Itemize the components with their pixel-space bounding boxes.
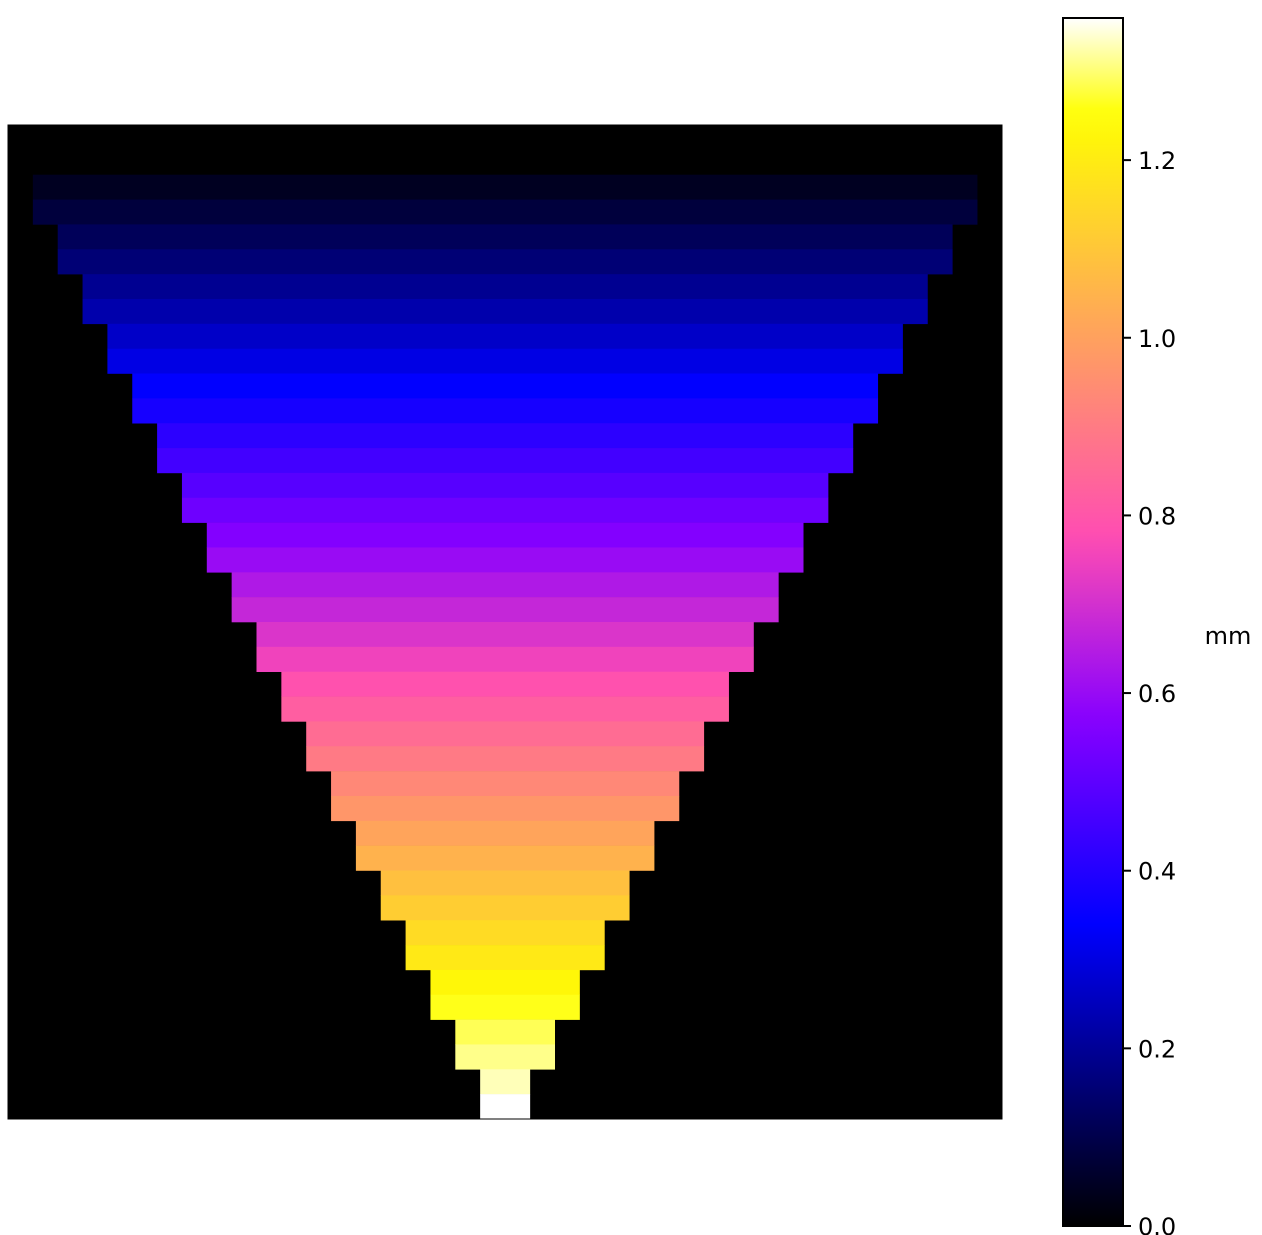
colorbar-tick-label: 0.0 (1138, 1213, 1176, 1235)
heatmap-row-18 (231, 572, 779, 598)
heatmap-row-23 (281, 696, 729, 722)
colorbar-tick-label: 0.4 (1138, 858, 1176, 886)
heatmap-row-8 (107, 323, 903, 349)
heatmap-row-19 (231, 597, 779, 623)
heatmap-row-3 (32, 199, 978, 225)
heatmap-row-16 (206, 522, 804, 548)
colorbar-ticks: 0.0 0.2 0.4 0.6 0.8 1.0 1.2 (1123, 147, 1176, 1235)
heatmap-row-21 (256, 646, 754, 672)
heatmap-row-11 (132, 398, 879, 424)
heatmap-row-12 (157, 423, 854, 449)
heatmap-row-6 (82, 274, 928, 300)
colorbar (1062, 17, 1124, 1227)
heatmap-row-32 (405, 920, 605, 946)
heatmap-row-35 (430, 994, 580, 1020)
heatmap-row-22 (281, 671, 729, 697)
heatmap-row-37 (455, 1044, 555, 1070)
heatmap-row-26 (331, 771, 680, 797)
heatmap-row-7 (82, 298, 928, 325)
colorbar-tick-label: 0.6 (1138, 680, 1176, 708)
heatmap-row-10 (132, 373, 879, 399)
heatmap-row-28 (355, 820, 655, 846)
colorbar-label: mm (1205, 622, 1252, 650)
heatmap-row-27 (331, 795, 680, 822)
heatmap-row-17 (206, 547, 804, 573)
colorbar-tick-label: 1.0 (1138, 325, 1176, 353)
heatmap-row-15 (181, 497, 829, 523)
colorbar-tick-label: 1.2 (1138, 147, 1176, 175)
heatmap-row-30 (380, 870, 630, 896)
heatmap-row-20 (256, 622, 754, 648)
heatmap-row-39 (480, 1094, 531, 1120)
heatmap-cells (8, 149, 1003, 1120)
heatmap-row-2 (32, 174, 978, 200)
heatmap-row-9 (107, 348, 903, 374)
heatmap-row-36 (455, 1019, 555, 1045)
heatmap-row-33 (405, 945, 605, 971)
heatmap-row-4 (57, 224, 953, 250)
heatmap-frame (7, 124, 1003, 1120)
heatmap-row-24 (306, 721, 705, 747)
heatmap-row-5 (57, 249, 953, 275)
heatmap-row-29 (355, 845, 655, 871)
heatmap-row-1 (8, 149, 1003, 175)
heatmap-row-13 (157, 448, 854, 474)
colorbar-tick-label: 0.2 (1138, 1035, 1176, 1063)
heatmap-row-38 (480, 1069, 531, 1095)
heatmap-row-31 (380, 895, 630, 921)
heatmap-row-14 (181, 472, 829, 499)
heatmap-row-25 (306, 746, 705, 772)
colorbar-tick-label: 0.8 (1138, 502, 1176, 530)
heatmap-row-34 (430, 969, 580, 996)
